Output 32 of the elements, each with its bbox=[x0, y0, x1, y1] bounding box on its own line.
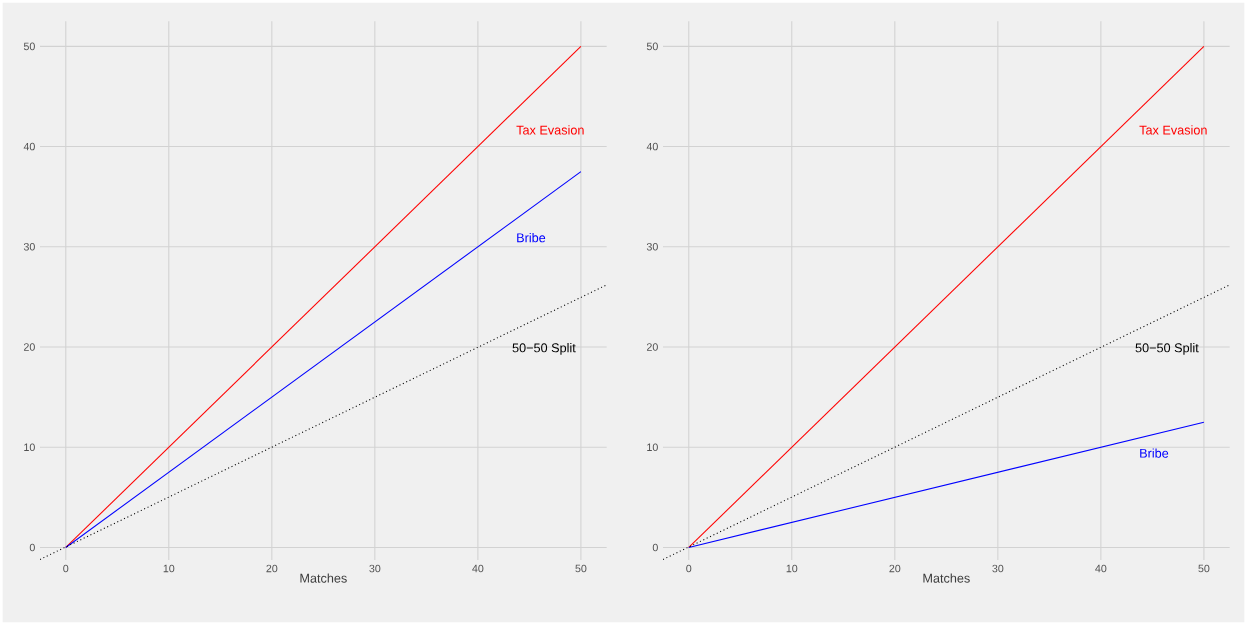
x-tick-label: 0 bbox=[686, 564, 692, 573]
series-label: 50−50 Split bbox=[1135, 343, 1199, 355]
series-label: Bribe bbox=[517, 232, 546, 243]
y-tick-label: 50 bbox=[646, 42, 658, 51]
y-tick-label: 10 bbox=[647, 443, 658, 452]
x-tick-label: 40 bbox=[472, 564, 484, 573]
series-label: Tax Evasion bbox=[516, 125, 584, 135]
x-axis-title: Matches bbox=[300, 573, 347, 583]
y-tick-label: 20 bbox=[23, 343, 35, 351]
y-tick-label: 50 bbox=[23, 42, 35, 51]
y-tick-label: 30 bbox=[646, 243, 658, 251]
x-tick-label: 10 bbox=[163, 564, 175, 573]
x-axis-title: Matches bbox=[923, 573, 970, 583]
x-tick-label: 40 bbox=[1095, 564, 1107, 573]
x-tick-label: 10 bbox=[786, 564, 798, 573]
y-tick-label: 0 bbox=[652, 543, 658, 552]
x-tick-label: 20 bbox=[889, 564, 901, 573]
x-tick-label: 30 bbox=[992, 564, 1004, 573]
y-tick-label: 30 bbox=[23, 243, 35, 251]
y-tick-label: 0 bbox=[29, 543, 35, 552]
y-tick-label: 20 bbox=[646, 343, 658, 351]
y-tick-label: 40 bbox=[23, 142, 35, 151]
x-tick-label: 50 bbox=[1198, 564, 1210, 573]
y-tick-label: 40 bbox=[646, 142, 658, 151]
x-tick-label: 20 bbox=[266, 564, 278, 573]
x-tick-label: 0 bbox=[63, 564, 69, 573]
y-tick-label: 10 bbox=[24, 443, 35, 452]
series-label: Bribe bbox=[1140, 448, 1169, 458]
series-label: 50−50 Split bbox=[512, 343, 576, 355]
x-tick-label: 50 bbox=[575, 564, 587, 573]
x-tick-label: 30 bbox=[369, 564, 381, 573]
series-label: Tax Evasion bbox=[1139, 125, 1207, 135]
